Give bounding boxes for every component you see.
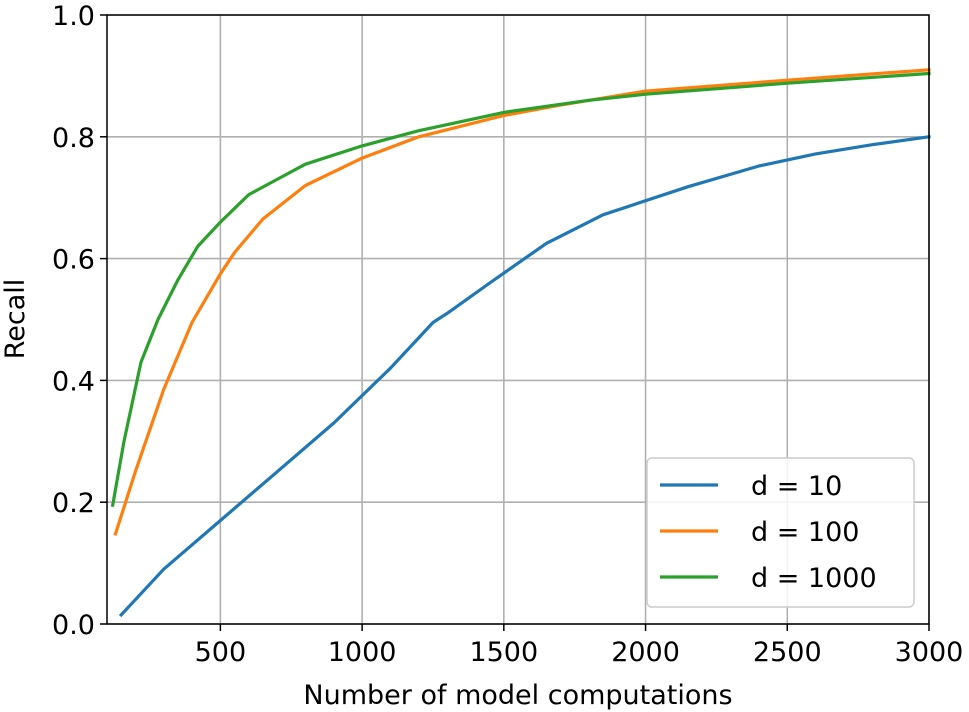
legend-label-1: d = 10 (751, 471, 842, 502)
x-tick-label: 1000 (328, 637, 397, 668)
y-tick-label: 0.8 (52, 123, 95, 154)
series-line-3 (110, 71, 931, 508)
y-tick-label: 1.0 (52, 1, 95, 32)
y-tick-label: 0.6 (52, 245, 95, 276)
axis-labels: Number of model computations Recall (0, 279, 733, 711)
series-line-1 (118, 134, 931, 618)
y-axis-label: Recall (0, 279, 31, 360)
plot-frame (106, 14, 930, 625)
legend-label-3: d = 1000 (751, 563, 877, 594)
x-tick-label: 1500 (469, 637, 538, 668)
x-tick-label: 2000 (611, 637, 680, 668)
y-tick-label: 0.0 (52, 610, 95, 641)
x-tick-label: 500 (195, 637, 247, 668)
legend: d = 10 d = 100 d = 1000 (646, 457, 915, 608)
series-lines (110, 68, 931, 618)
x-axis-label: Number of model computations (303, 680, 732, 711)
y-tick-label: 0.2 (52, 488, 95, 519)
axis-ticks: 500 1000 1500 2000 2500 3000 0.0 0.2 0.4 0.6 0.8 1.… (52, 1, 963, 668)
x-tick-label: 2500 (753, 637, 822, 668)
y-tick-label: 0.4 (52, 366, 95, 397)
x-tick-label: 3000 (895, 637, 964, 668)
legend-label-2: d = 100 (751, 517, 859, 548)
legend-box (646, 457, 915, 608)
